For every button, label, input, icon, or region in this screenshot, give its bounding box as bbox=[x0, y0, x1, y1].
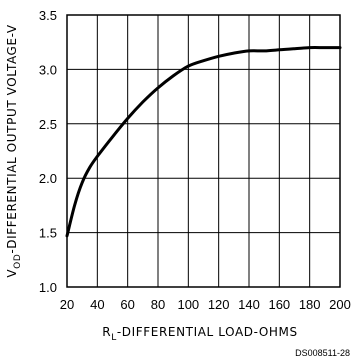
plot-grid bbox=[66, 14, 341, 288]
y-tick-label-5: 3.5 bbox=[39, 8, 57, 23]
plot-frame bbox=[66, 14, 341, 288]
y-axis-title-sub: OD bbox=[13, 254, 23, 269]
y-tick-label-3: 2.5 bbox=[39, 117, 57, 132]
x-tick-label-4: 100 bbox=[177, 297, 199, 312]
x-tick-label-8: 180 bbox=[299, 297, 321, 312]
x-tick-label-0: 20 bbox=[60, 297, 74, 312]
x-tick-label-2: 60 bbox=[120, 297, 134, 312]
x-tick-label-7: 160 bbox=[268, 297, 290, 312]
x-axis-title-main: R bbox=[102, 325, 111, 339]
y-axis-title-rest: -DIFFERENTIAL OUTPUT VOLTAGE-V bbox=[5, 24, 19, 253]
y-tick-label-0: 1.0 bbox=[39, 280, 57, 295]
y-tick-label-4: 3.0 bbox=[39, 62, 57, 77]
series-line bbox=[65, 46, 342, 238]
y-tick-label-1: 1.5 bbox=[39, 226, 57, 241]
x-axis-title: RL-DIFFERENTIAL LOAD-OHMS bbox=[102, 325, 297, 343]
x-axis-title-rest: -DIFFERENTIAL LOAD-OHMS bbox=[117, 325, 298, 339]
y-tick-label-2: 2.0 bbox=[39, 171, 57, 186]
x-tick-label-3: 80 bbox=[151, 297, 165, 312]
x-tick-label-6: 140 bbox=[238, 297, 260, 312]
x-tick-label-5: 120 bbox=[208, 297, 230, 312]
x-tick-label-1: 40 bbox=[90, 297, 104, 312]
x-tick-labels: 20 40 60 80 100 120 140 160 180 200 bbox=[60, 297, 351, 312]
x-axis-title-sub: L bbox=[111, 333, 117, 343]
y-axis-title: VOD-DIFFERENTIAL OUTPUT VOLTAGE-V bbox=[5, 24, 23, 278]
x-tick-label-9: 200 bbox=[329, 297, 351, 312]
y-axis-title-main: V bbox=[5, 269, 19, 278]
figure-code: DS008511-28 bbox=[295, 348, 350, 358]
y-tick-labels: 1.0 1.5 2.0 2.5 3.0 3.5 bbox=[39, 8, 57, 295]
